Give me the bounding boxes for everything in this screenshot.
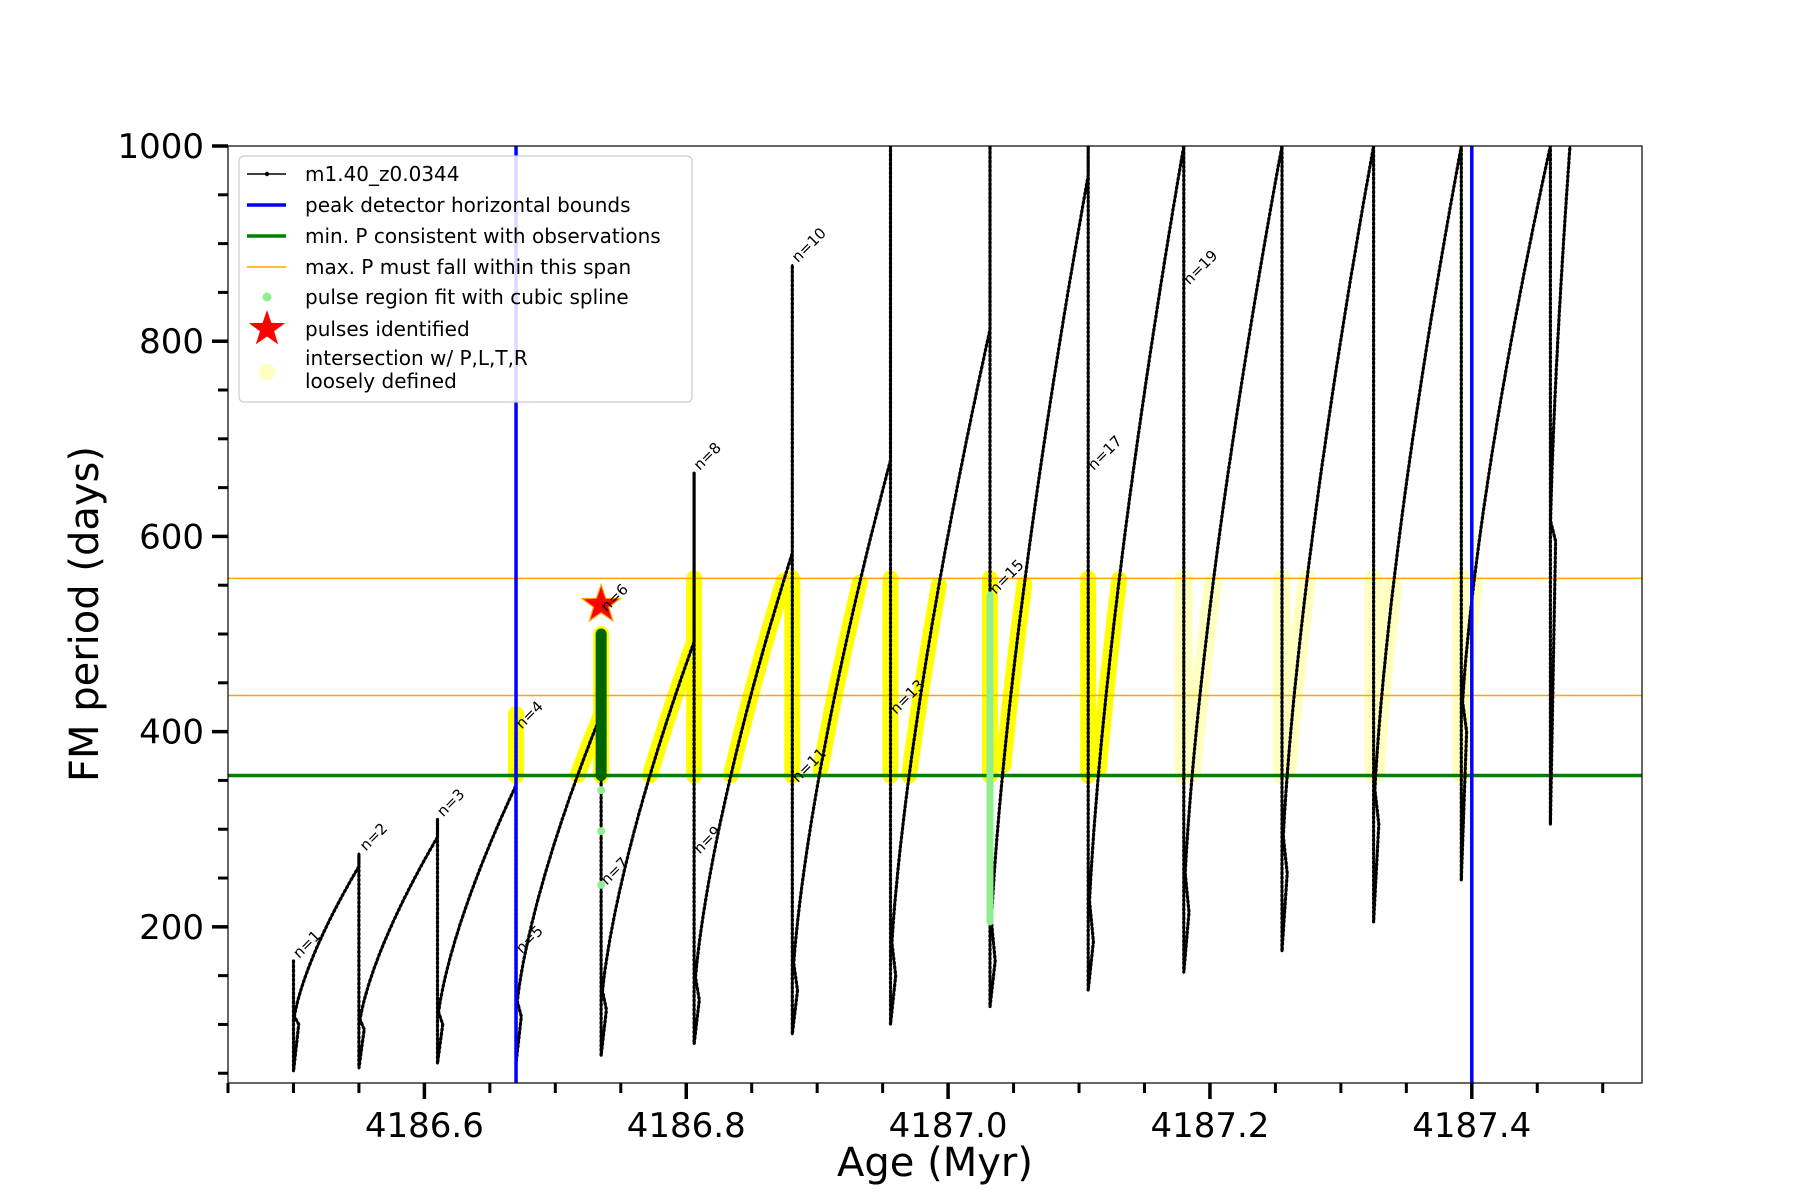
x-tick-label-5: 4187.4 bbox=[1412, 1106, 1531, 1146]
annotation-n-14: n=17 bbox=[1084, 432, 1126, 474]
pulse-regions bbox=[595, 591, 994, 926]
legend-label-1: m1.40_z0.0344 bbox=[305, 162, 460, 186]
track-markers bbox=[291, 146, 1572, 1072]
x-tick-label-3: 4187.0 bbox=[889, 1106, 1008, 1146]
legend-handle-star bbox=[248, 310, 286, 345]
y-axis-label: FM period (days) bbox=[62, 446, 108, 782]
x-axis-label: Age (Myr) bbox=[837, 1140, 1033, 1186]
x-tick-label-2: 4186.8 bbox=[627, 1106, 746, 1146]
legend-label-2: peak detector horizontal bounds bbox=[305, 193, 631, 217]
annotation-n-2: n=2 bbox=[356, 819, 391, 854]
y-tick-label-4: 800 bbox=[139, 322, 204, 362]
y-tick-label-1: 200 bbox=[139, 908, 204, 948]
y-tick-label-3: 600 bbox=[139, 517, 204, 557]
y-tick-label-2: 400 bbox=[139, 713, 204, 753]
y-tick-label-5: 1000 bbox=[117, 127, 204, 167]
annotation-n-10: n=10 bbox=[788, 224, 830, 266]
annotation-n-3: n=3 bbox=[433, 785, 468, 820]
legend-label-7: intersection w/ P,L,T,R loosely defined bbox=[305, 346, 528, 393]
legend-handle-track-marker bbox=[264, 171, 270, 177]
track-series bbox=[291, 146, 1572, 1073]
x-tick-label-4: 4187.2 bbox=[1150, 1106, 1269, 1146]
pulses-identified bbox=[580, 582, 622, 623]
legend-label-5: pulse region fit with cubic spline bbox=[305, 285, 629, 309]
annotation-n-1: n=1 bbox=[289, 927, 324, 962]
x-tick-label-1: 4186.6 bbox=[365, 1106, 484, 1146]
annotation-n-15: n=19 bbox=[1180, 246, 1222, 288]
spline-point-3 bbox=[597, 880, 606, 889]
legend-label-3: min. P consistent with observations bbox=[305, 224, 661, 248]
legend-box bbox=[238, 155, 693, 403]
spline-point-2 bbox=[597, 827, 606, 836]
legend-label-6: pulses identified bbox=[305, 317, 470, 341]
legend-label-4: max. P must fall within this span bbox=[305, 255, 631, 279]
axes: 4186.6 4186.8 4187.0 4187.2 4187.4 200 400 600 8… bbox=[117, 127, 1605, 1146]
pulse-star-1 bbox=[580, 582, 622, 623]
horizontal-reference-lines bbox=[228, 577, 1642, 778]
legend-handle-5 bbox=[262, 292, 272, 302]
plot-frame bbox=[227, 145, 1643, 1084]
legend-handle-intersection bbox=[259, 364, 275, 380]
spline-point-1 bbox=[597, 786, 606, 795]
annotation-n-8: n=8 bbox=[690, 439, 725, 474]
